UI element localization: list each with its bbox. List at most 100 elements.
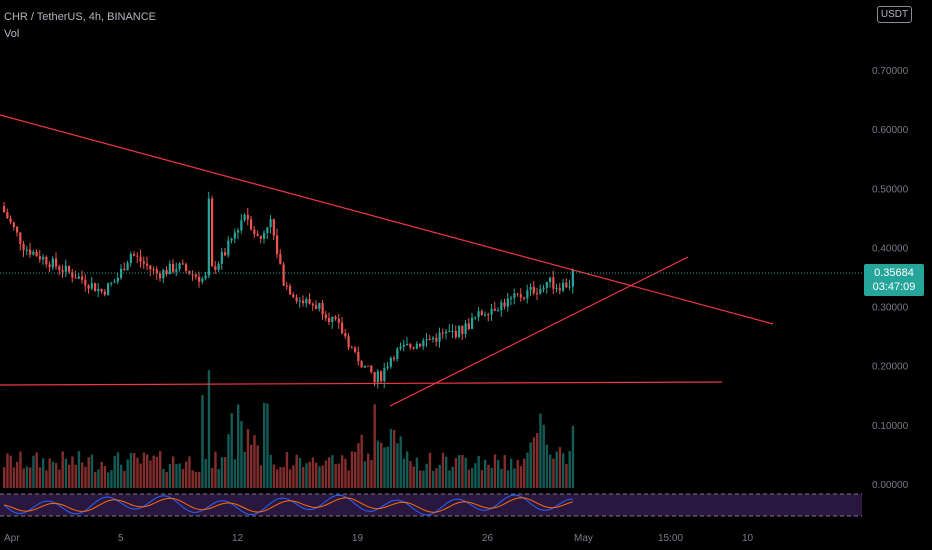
volume-bar bbox=[562, 453, 565, 488]
volume-bar bbox=[68, 464, 71, 488]
candle-body bbox=[123, 268, 126, 271]
candle-body bbox=[425, 339, 428, 341]
volume-bar bbox=[207, 370, 211, 488]
volume-bar bbox=[214, 451, 217, 488]
candle-body bbox=[558, 288, 561, 291]
volume-bar bbox=[315, 462, 318, 488]
candle-body bbox=[448, 331, 451, 333]
volume-bar bbox=[523, 458, 526, 488]
volume-bar bbox=[311, 457, 315, 488]
volume-bar bbox=[51, 461, 55, 488]
candle-body bbox=[201, 278, 204, 282]
candle-body bbox=[51, 258, 54, 268]
candle-body bbox=[103, 291, 106, 295]
volume-bar bbox=[441, 452, 445, 488]
volume-bar bbox=[243, 451, 246, 488]
rsi-pane bbox=[0, 493, 862, 517]
candle-body bbox=[90, 283, 93, 289]
volume-bar bbox=[393, 430, 396, 488]
candle-body bbox=[259, 235, 262, 239]
candle-body bbox=[526, 290, 529, 299]
currency-button[interactable]: USDT bbox=[877, 6, 912, 23]
candle-body bbox=[159, 273, 162, 279]
candle-body bbox=[152, 269, 155, 271]
volume-bar bbox=[545, 444, 549, 488]
candle-body bbox=[334, 316, 337, 319]
trendlines[interactable] bbox=[0, 114, 862, 407]
candle-body bbox=[19, 232, 22, 245]
candle-body bbox=[302, 300, 305, 304]
volume-bar bbox=[529, 442, 532, 488]
candle-body bbox=[295, 297, 298, 302]
volume-bar bbox=[490, 467, 493, 488]
candle-body bbox=[22, 244, 25, 251]
volume-bar bbox=[367, 453, 370, 488]
volume-bar bbox=[74, 464, 77, 488]
volume-bar bbox=[536, 433, 539, 488]
candle-body bbox=[42, 256, 45, 260]
candle-body bbox=[305, 299, 308, 304]
volume-bar bbox=[256, 445, 259, 488]
volume-bar bbox=[373, 404, 376, 488]
candle-body bbox=[113, 281, 116, 283]
candle-body bbox=[393, 357, 396, 359]
volume-bar bbox=[484, 459, 487, 488]
candle-body bbox=[523, 297, 526, 299]
volume-bar bbox=[510, 458, 513, 488]
volume-bar bbox=[175, 463, 178, 488]
time-tick-label: May bbox=[574, 533, 593, 544]
last-price-value: 0.35684 bbox=[874, 267, 914, 279]
volume-bar bbox=[503, 455, 506, 488]
volume-bar bbox=[155, 456, 159, 488]
candle-body bbox=[506, 298, 509, 307]
candle-body bbox=[467, 323, 470, 329]
volume-bar bbox=[110, 470, 113, 488]
candle-body bbox=[565, 282, 568, 288]
volume-bar bbox=[237, 404, 240, 488]
bar-countdown: 03:47:09 bbox=[872, 281, 916, 293]
candle-body bbox=[94, 283, 97, 292]
volume-bar bbox=[42, 458, 45, 488]
volume-bar bbox=[22, 468, 25, 488]
candle-body bbox=[207, 198, 210, 276]
symbol-title[interactable]: CHR / TetherUS, 4h, BINANCE bbox=[4, 11, 157, 23]
candle-body bbox=[399, 346, 402, 349]
volume-bar bbox=[149, 460, 152, 488]
candle-body bbox=[536, 293, 539, 295]
volume-bar bbox=[230, 413, 233, 488]
candle-body bbox=[461, 325, 464, 335]
candle-body bbox=[64, 265, 67, 272]
candle-body bbox=[380, 371, 383, 382]
candle-body bbox=[562, 282, 565, 291]
time-axis[interactable]: Apr 5 12 19 26 May 15:00 10 bbox=[4, 533, 754, 544]
candle-body bbox=[321, 303, 324, 315]
price-axis[interactable]: 0.70000 0.60000 0.50000 0.40000 0.30000 0.200… bbox=[872, 66, 909, 491]
candle-body bbox=[256, 234, 259, 236]
candle-body bbox=[77, 276, 80, 279]
candle-body bbox=[16, 227, 19, 233]
price-tick-label: 0.50000 bbox=[872, 184, 909, 195]
candle-body bbox=[3, 206, 6, 213]
volume-bar bbox=[295, 454, 298, 488]
candle-body bbox=[480, 311, 483, 315]
volume-label[interactable]: Vol bbox=[4, 28, 20, 40]
candle-body bbox=[12, 222, 15, 228]
price-tick-label: 0.10000 bbox=[872, 421, 909, 432]
volume-bar bbox=[402, 458, 406, 488]
volume-bar bbox=[198, 471, 201, 488]
volume-bar bbox=[29, 467, 32, 488]
volume-bar bbox=[302, 467, 305, 488]
volume-bar bbox=[168, 464, 172, 488]
candle-body bbox=[318, 303, 321, 309]
volume-bar bbox=[474, 463, 477, 488]
volume-bar bbox=[428, 452, 432, 488]
candle-body bbox=[376, 371, 379, 383]
ascending-support-line bbox=[389, 256, 689, 407]
volume-bar bbox=[103, 466, 107, 488]
volume-bar bbox=[188, 456, 191, 488]
candle-body bbox=[110, 282, 113, 284]
volume-bar bbox=[506, 470, 510, 488]
volume-bar bbox=[331, 455, 334, 488]
candle-body bbox=[55, 258, 58, 267]
